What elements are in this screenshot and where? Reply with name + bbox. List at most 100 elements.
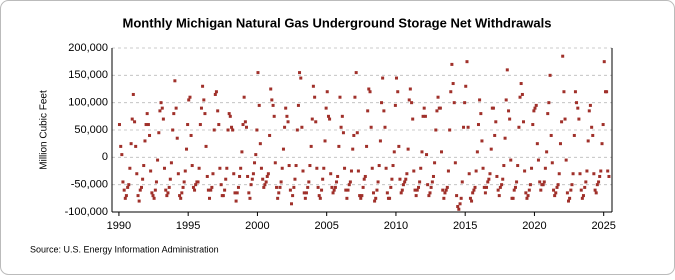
point (429, 185, 433, 189)
point (354, 71, 358, 75)
point (588, 103, 592, 107)
point (345, 196, 349, 200)
point (343, 166, 347, 170)
point (246, 174, 250, 178)
point (482, 185, 486, 189)
point (279, 180, 283, 184)
point (406, 147, 410, 151)
point (255, 128, 259, 132)
point (480, 139, 484, 143)
point (136, 194, 140, 198)
point (381, 76, 385, 80)
point (446, 169, 450, 173)
point (592, 172, 596, 176)
x-tick-label: 2005 (314, 220, 338, 232)
y-tick-label: 100,000 (68, 97, 108, 109)
point (557, 172, 561, 176)
y-tick-label: -50,000 (71, 179, 108, 191)
point (382, 109, 386, 113)
point (295, 128, 299, 132)
point (438, 106, 442, 110)
point (560, 120, 564, 124)
point (558, 142, 562, 146)
point (209, 188, 213, 192)
point (124, 194, 128, 198)
point (471, 191, 475, 195)
point (335, 180, 339, 184)
point (453, 161, 457, 165)
point (156, 158, 160, 162)
point (523, 169, 527, 173)
point (465, 60, 469, 64)
point (577, 117, 581, 121)
point (316, 185, 320, 189)
point (388, 196, 392, 200)
point (236, 185, 240, 189)
point (244, 125, 248, 129)
point (153, 188, 157, 192)
point (294, 164, 298, 168)
x-tick-label: 2015 (453, 220, 477, 232)
point (444, 188, 448, 192)
point (472, 188, 476, 192)
point (564, 158, 568, 162)
point (525, 196, 529, 200)
point (397, 144, 401, 148)
point (385, 191, 389, 195)
point (253, 161, 257, 165)
point (356, 169, 360, 173)
point (302, 191, 306, 195)
point (210, 185, 214, 189)
point (575, 101, 579, 105)
point (280, 166, 284, 170)
point (533, 106, 537, 110)
point (323, 139, 327, 143)
point (247, 191, 251, 195)
point (539, 188, 543, 192)
point (185, 147, 189, 151)
point (493, 133, 497, 137)
point (366, 109, 370, 113)
point (322, 166, 326, 170)
point (270, 98, 274, 102)
point (238, 174, 242, 178)
point (578, 172, 582, 176)
source-note: Source: U.S. Energy Information Administ… (30, 244, 219, 254)
point (241, 123, 245, 127)
point (204, 144, 208, 148)
point (231, 128, 235, 132)
point (193, 188, 197, 192)
point (433, 161, 437, 165)
point (211, 172, 215, 176)
point (526, 194, 530, 198)
point (425, 153, 429, 157)
point (221, 194, 225, 198)
point (122, 188, 126, 192)
point (541, 183, 545, 187)
point (298, 71, 302, 75)
point (174, 106, 178, 110)
point (441, 188, 445, 192)
point (563, 117, 567, 121)
point (166, 191, 170, 195)
point (555, 185, 559, 189)
point (145, 112, 149, 116)
point (457, 207, 461, 211)
point (130, 117, 134, 121)
point (451, 82, 455, 86)
point (182, 180, 186, 184)
point (476, 123, 480, 127)
point (310, 117, 314, 121)
point (240, 150, 244, 154)
point (443, 191, 447, 195)
point (426, 183, 430, 187)
point (594, 191, 598, 195)
point (304, 191, 308, 195)
point (502, 164, 506, 168)
point (593, 188, 597, 192)
point (314, 120, 318, 124)
point (403, 180, 407, 184)
point (128, 166, 132, 170)
point (483, 191, 487, 195)
